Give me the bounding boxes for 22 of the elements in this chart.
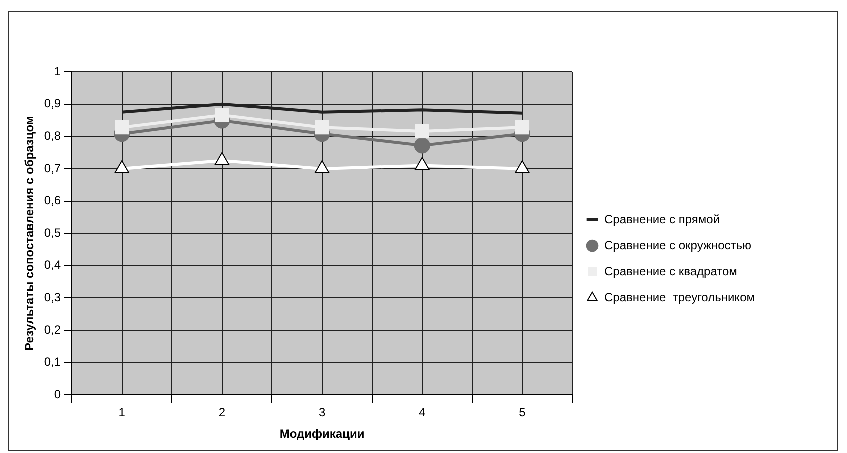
y-tick-label: 0,1	[44, 355, 62, 370]
y-tick-label: 0,7	[44, 161, 62, 176]
x-tick-label: 1	[118, 406, 126, 420]
y-tick-label: 0,5	[44, 226, 62, 240]
y-tick-label: 1	[54, 64, 62, 78]
y-tick-label: 0,6	[44, 194, 62, 208]
legend-label: Сравнение с квадратом	[604, 264, 738, 278]
y-axis-title: Результаты сопоставления с образцом	[22, 116, 37, 351]
y-tick-label: 0,8	[44, 128, 62, 143]
x-axis-title: Модификации	[280, 427, 365, 442]
x-tick-label: 4	[419, 406, 426, 420]
y-tick-label: 0,3	[44, 290, 62, 305]
y-tick-label: 0	[54, 388, 62, 402]
legend-label: Сравнение с прямой	[604, 212, 720, 226]
legend-label: Сравнение треугольником	[604, 290, 755, 304]
y-tick-label: 0,9	[44, 96, 62, 111]
x-tick-label: 2	[218, 406, 226, 420]
y-tick-label: 0,2	[44, 322, 62, 337]
legend-label: Сравнение с окружностью	[604, 238, 752, 252]
x-tick-label: 3	[318, 406, 326, 420]
x-tick-label: 5	[519, 406, 526, 420]
y-tick-label: 0,4	[44, 258, 62, 272]
